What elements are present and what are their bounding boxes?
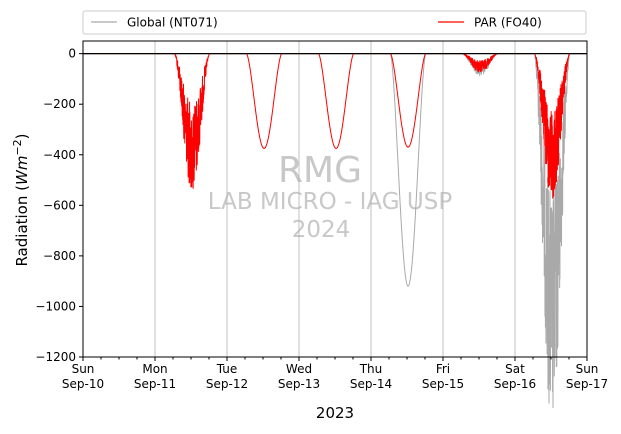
watermark-line-3: 2024 bbox=[292, 217, 351, 243]
y-tick-label: −400 bbox=[43, 148, 76, 162]
y-tick-label: −800 bbox=[43, 249, 76, 263]
x-tick-label-date: Sep-14 bbox=[350, 377, 392, 391]
legend: Global (NT071) PAR (FO40) bbox=[82, 10, 587, 35]
y-tick-label: −1200 bbox=[35, 350, 76, 364]
y-tick-label: 0 bbox=[68, 47, 76, 61]
axes: 0−200−400−600−800−1000−1200SunSep-10MonS… bbox=[35, 40, 608, 391]
x-tick-label-date: Sep-10 bbox=[62, 377, 104, 391]
grid-lines bbox=[154, 41, 516, 357]
x-tick-label-date: Sep-13 bbox=[278, 377, 320, 391]
legend-label-global: Global (NT071) bbox=[127, 16, 218, 30]
y-axis-title: Radiation (Wm−2) bbox=[11, 133, 31, 266]
x-tick-label-dow: Tue bbox=[216, 362, 238, 376]
x-tick-label-dow: Sun bbox=[576, 362, 599, 376]
x-tick-label-date: Sep-17 bbox=[566, 377, 608, 391]
plot-area bbox=[82, 52, 588, 409]
y-tick-label: −200 bbox=[43, 97, 76, 111]
x-tick-label-date: Sep-12 bbox=[206, 377, 248, 391]
x-tick-label-dow: Fri bbox=[436, 362, 450, 376]
y-tick-label: −600 bbox=[43, 198, 76, 212]
x-tick-label-dow: Mon bbox=[142, 362, 167, 376]
x-tick-label-dow: Wed bbox=[286, 362, 312, 376]
x-tick-label-dow: Sun bbox=[72, 362, 95, 376]
legend-label-par: PAR (FO40) bbox=[474, 16, 542, 30]
watermark-line-2: LAB MICRO - IAG USP bbox=[208, 189, 453, 215]
x-axis-title: 2023 bbox=[316, 404, 354, 422]
x-tick-label-date: Sep-15 bbox=[422, 377, 464, 391]
x-tick-label-date: Sep-16 bbox=[494, 377, 536, 391]
legend-frame bbox=[82, 10, 587, 35]
watermark: RMG LAB MICRO - IAG USP 2024 bbox=[208, 150, 453, 243]
watermark-title: RMG bbox=[278, 150, 362, 191]
y-tick-label: −1000 bbox=[35, 299, 76, 313]
x-tick-label-dow: Sat bbox=[505, 362, 525, 376]
x-tick-label-date: Sep-11 bbox=[134, 377, 176, 391]
x-tick-label-dow: Thu bbox=[359, 362, 383, 376]
